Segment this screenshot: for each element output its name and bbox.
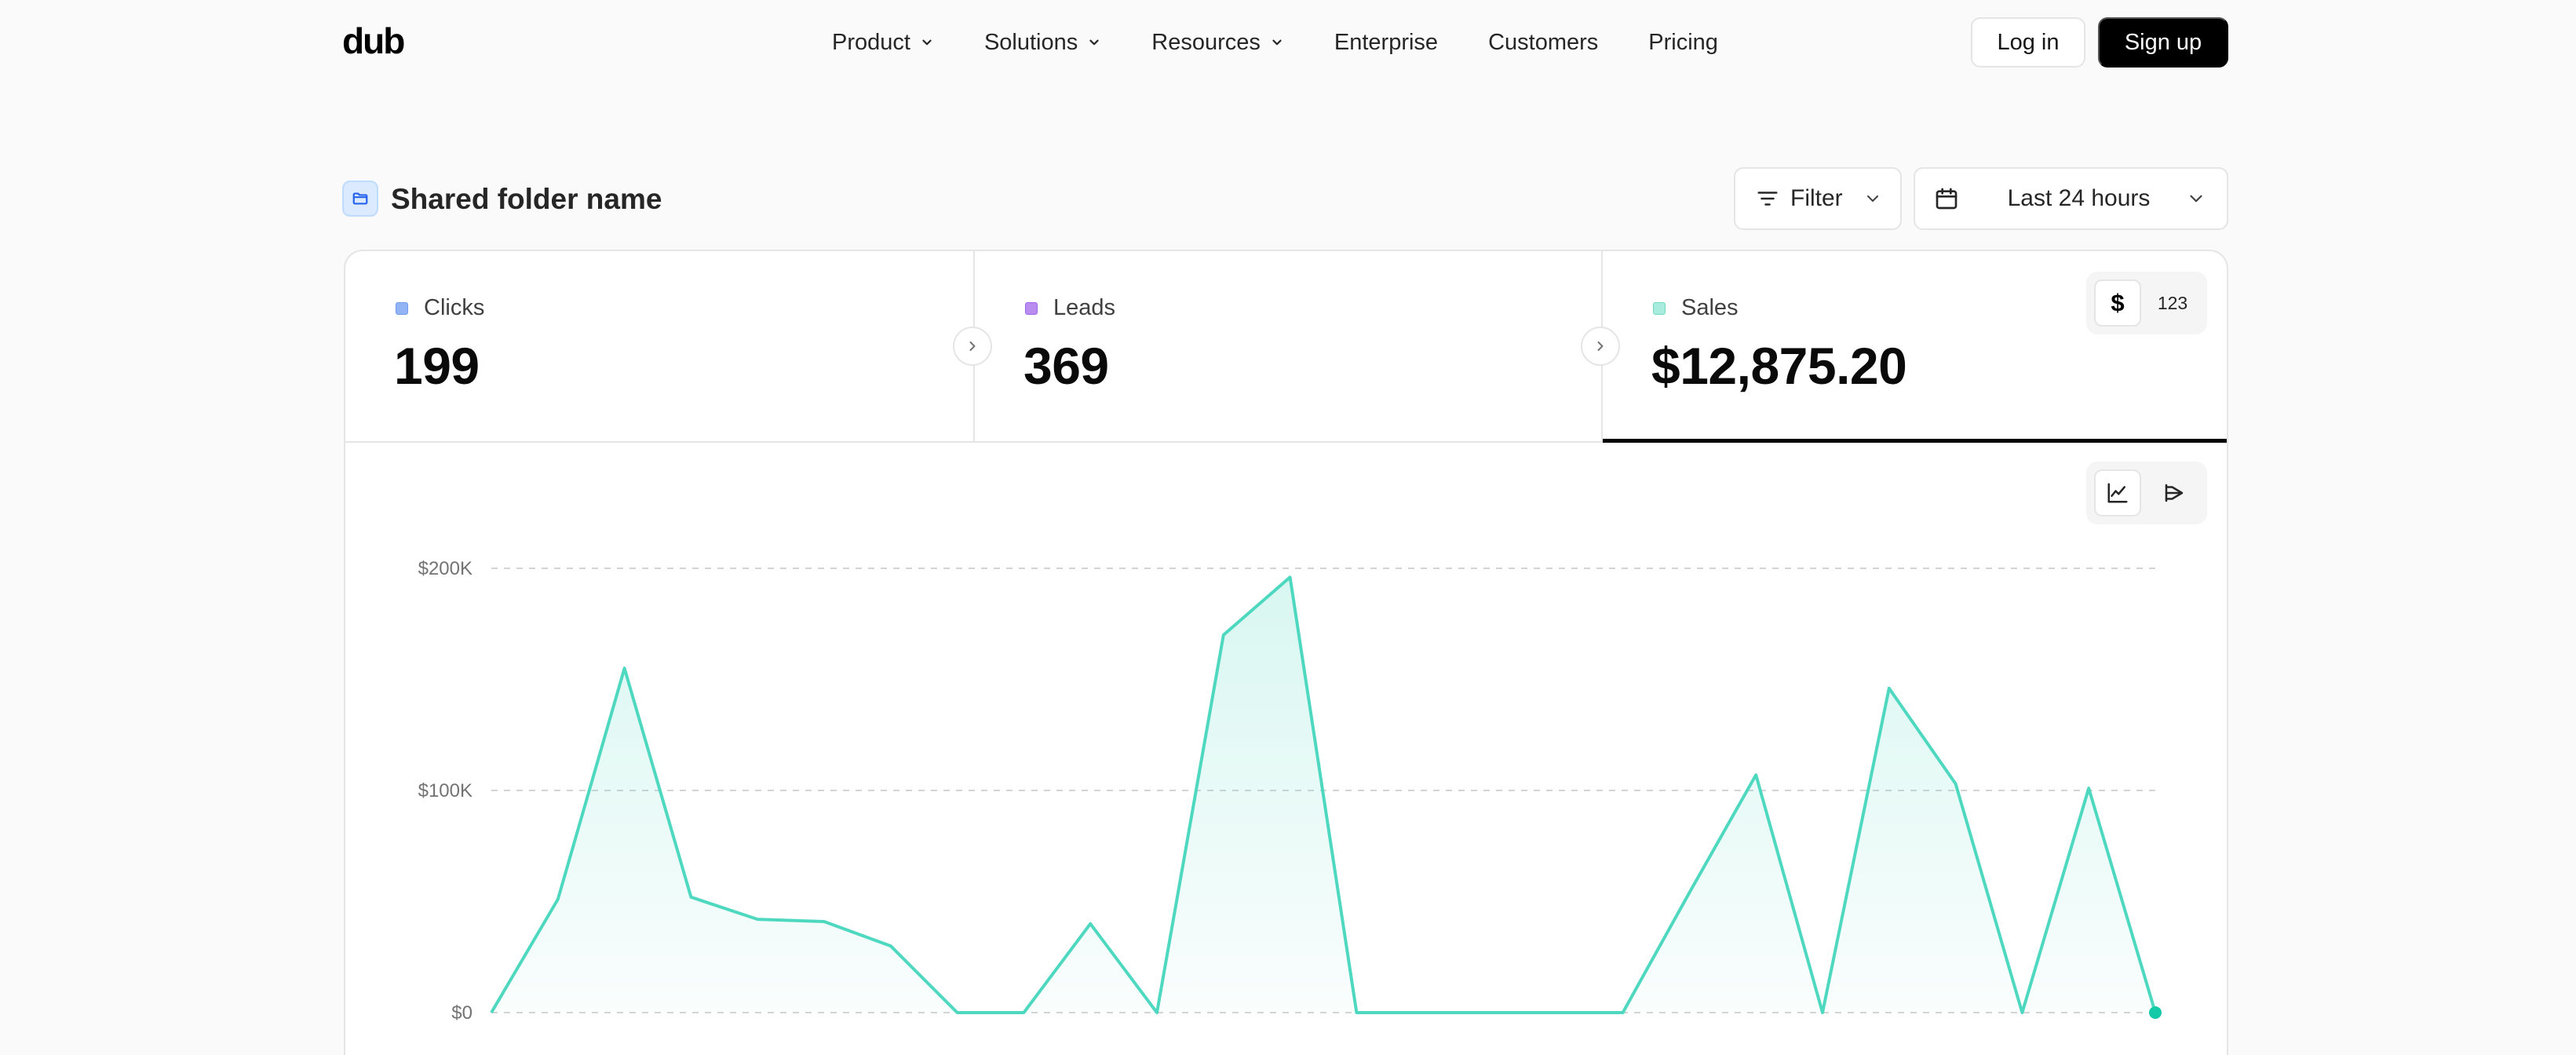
chevron-right-icon (953, 327, 992, 366)
signup-button[interactable]: Sign up (2098, 17, 2228, 68)
data-point[interactable] (1020, 1009, 1027, 1016)
data-point[interactable] (1686, 889, 1692, 896)
nav-link-resources[interactable]: Resources (1151, 30, 1284, 56)
tab-label: Leads (1053, 295, 1116, 320)
tab-sales[interactable]: Sales $12,875.20 (1601, 251, 2227, 443)
y-tick-label: $200K (418, 558, 473, 579)
nav-link-product[interactable]: Product (832, 30, 934, 56)
nav-link-customers[interactable]: Customers (1488, 30, 1598, 56)
data-point[interactable] (2085, 785, 2092, 791)
data-point[interactable] (1953, 781, 1959, 787)
data-point[interactable] (1353, 1009, 1359, 1016)
data-point[interactable] (2019, 1009, 2025, 1016)
chevron-down-icon (1089, 39, 1099, 46)
chevron-right-icon (1581, 327, 1620, 366)
line-chart-icon[interactable] (2094, 469, 2141, 517)
data-point[interactable] (1553, 1009, 1560, 1016)
nav-link-pricing[interactable]: Pricing (1648, 30, 1718, 56)
login-button[interactable]: Log in (1971, 17, 2085, 68)
nav-link-enterprise[interactable]: Enterprise (1334, 30, 1438, 56)
chart-view-toggle (2086, 462, 2207, 524)
tab-leads[interactable]: Leads 369 (973, 251, 1601, 441)
chevron-down-icon (1272, 39, 1282, 46)
clicks-color-swatch (396, 301, 408, 315)
date-range-label: Last 24 hours (2007, 185, 2151, 211)
data-point[interactable] (1154, 1009, 1160, 1016)
data-point[interactable] (1420, 1009, 1426, 1016)
data-point[interactable] (754, 916, 761, 922)
chevron-down-icon (2190, 195, 2202, 203)
tab-value: $12,875.20 (1651, 337, 1907, 395)
tab-label: Sales (1681, 295, 1739, 320)
data-point[interactable] (1753, 772, 1759, 778)
y-tick-label: $100K (418, 780, 473, 801)
filter-icon (1757, 192, 1778, 206)
data-point[interactable] (555, 896, 561, 903)
unit-toggle: $ 123 (2086, 272, 2207, 334)
data-point[interactable] (821, 918, 827, 925)
tab-value: 369 (1023, 337, 1109, 395)
nav-link-label: Pricing (1648, 29, 1718, 55)
data-point[interactable] (1886, 685, 1892, 692)
chevron-down-icon (922, 39, 932, 46)
filter-label: Filter (1790, 185, 1843, 211)
funnel-chart-icon[interactable] (2151, 469, 2198, 517)
currency-toggle-button[interactable]: $ (2094, 279, 2141, 327)
tab-value: 199 (394, 337, 480, 395)
data-point[interactable] (1287, 574, 1293, 580)
data-point[interactable] (954, 1009, 961, 1016)
nav-links: Product Solutions Resources Enterprise Custo… (832, 0, 1768, 85)
date-range-picker[interactable]: Last 24 hours (1914, 167, 2228, 230)
metric-tabs: Clicks 199 Leads 369 Sales $12,875.20 (345, 251, 2227, 443)
y-tick-label: $0 (451, 1002, 473, 1024)
top-nav: dub Product Solutions Resources Enterprise C… (0, 0, 2576, 85)
tab-label: Clicks (424, 295, 485, 320)
data-point[interactable] (1819, 1009, 1826, 1016)
nav-link-solutions[interactable]: Solutions (984, 30, 1101, 56)
sales-series-line (490, 575, 2157, 1014)
leads-color-swatch (1025, 301, 1038, 315)
folder-icon (342, 181, 378, 217)
data-point[interactable] (1487, 1009, 1493, 1016)
data-point[interactable] (688, 894, 694, 900)
filter-button[interactable]: Filter (1734, 167, 1902, 230)
data-point[interactable] (888, 943, 894, 949)
tab-clicks[interactable]: Clicks 199 (345, 251, 973, 441)
data-point[interactable] (1220, 632, 1227, 638)
data-point[interactable] (2149, 1006, 2162, 1019)
calendar-icon (1936, 188, 1958, 210)
data-point[interactable] (1087, 921, 1093, 927)
nav-link-label: Solutions (983, 29, 1078, 55)
sales-chart: $0 $100K $200K (418, 558, 2162, 1024)
analytics-card: Clicks 199 Leads 369 Sales $12,875.20 $0… (344, 250, 2228, 1055)
chevron-down-icon (1866, 195, 1878, 202)
svg-text:dub: dub (342, 22, 404, 60)
nav-link-label: Product (832, 29, 910, 55)
nav-link-label: Customers (1488, 29, 1599, 55)
dub-logo[interactable]: dub (342, 22, 418, 60)
data-point[interactable] (622, 665, 628, 671)
data-point[interactable] (1620, 1009, 1626, 1016)
count-toggle-button[interactable]: 123 (2157, 292, 2188, 313)
data-point[interactable] (488, 1009, 494, 1016)
page-title: Shared folder name (391, 183, 662, 215)
nav-link-label: Enterprise (1334, 29, 1439, 55)
sales-color-swatch (1653, 301, 1666, 315)
nav-link-label: Resources (1151, 29, 1261, 55)
